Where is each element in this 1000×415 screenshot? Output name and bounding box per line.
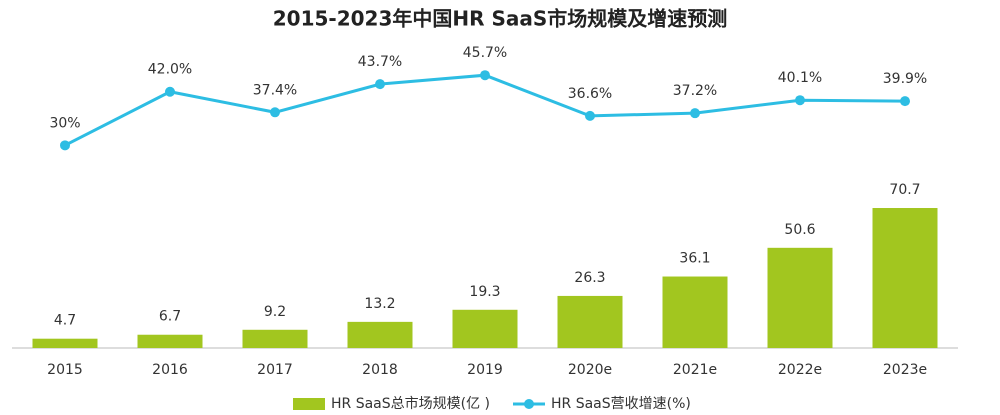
bar (662, 276, 728, 348)
data-label: 42.0% (148, 62, 192, 78)
line-point (165, 86, 175, 97)
data-label: 30% (49, 115, 80, 131)
legend-label: HR SaaS营收增速(%) (551, 396, 691, 412)
data-label: 36.6% (568, 86, 612, 102)
data-label: 43.7% (358, 54, 402, 70)
legend-label: HR SaaS总市场规模(亿 ) (331, 395, 490, 412)
bar (767, 247, 833, 348)
data-label: 4.7 (54, 313, 76, 329)
line-point (900, 96, 910, 107)
x-tick-label: 2023e (883, 362, 927, 378)
line-point (60, 140, 70, 151)
data-label: 40.1% (778, 70, 822, 86)
data-label: 13.2 (364, 296, 395, 312)
data-label: 45.7% (463, 45, 507, 61)
data-label: 37.4% (253, 82, 297, 98)
data-label: 6.7 (159, 309, 181, 325)
line-point (690, 108, 700, 119)
line-point (480, 70, 490, 81)
line-point (585, 110, 595, 121)
data-label: 39.9% (883, 71, 927, 87)
x-tick-label: 2018 (362, 362, 398, 378)
data-label: 19.3 (469, 284, 500, 300)
data-label: 26.3 (574, 270, 605, 286)
data-label: 9.2 (264, 304, 286, 320)
x-tick-label: 2021e (673, 362, 717, 378)
bar (137, 334, 203, 348)
line-point (795, 95, 805, 106)
line-point (270, 107, 280, 118)
bar (872, 208, 938, 348)
bar (557, 295, 623, 348)
bar (452, 309, 518, 348)
x-tick-label: 2020e (568, 362, 612, 378)
legend-swatch (524, 399, 534, 409)
line-point (375, 79, 385, 90)
x-tick-label: 2022e (778, 362, 822, 378)
x-tick-label: 2019 (467, 362, 503, 378)
bar (32, 338, 98, 348)
bar (242, 329, 308, 348)
bar (347, 321, 413, 348)
data-label: 36.1 (679, 251, 710, 267)
legend-swatch (293, 398, 325, 410)
x-tick-label: 2016 (152, 362, 188, 378)
data-label: 50.6 (784, 222, 815, 238)
chart-title: 2015-2023年中国HR SaaS市场规模及增速预测 (273, 7, 728, 31)
x-tick-label: 2015 (47, 362, 83, 378)
data-label: 37.2% (673, 83, 717, 99)
x-tick-label: 2017 (257, 362, 293, 378)
data-label: 70.7 (889, 182, 920, 198)
